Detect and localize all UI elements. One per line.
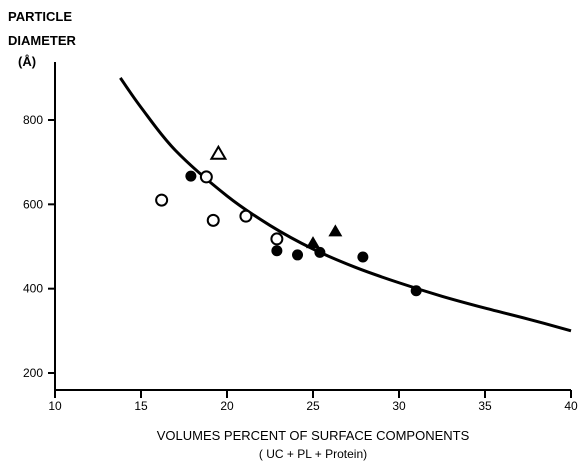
filled-triangle-point (328, 224, 343, 237)
filled-circle-point (271, 245, 283, 257)
filled-circle-point (410, 285, 422, 297)
y-axis-title-line-2: DIAMETER (8, 33, 77, 48)
x-tick-label: 30 (392, 399, 406, 413)
x-tick-label: 15 (134, 399, 148, 413)
open-triangle-point (209, 144, 228, 160)
open-circle-point (206, 213, 220, 227)
x-tick-label: 10 (48, 399, 62, 413)
x-axis-subtitle: ( UC + PL + Protein) (259, 447, 367, 461)
y-axis-title-line-1: PARTICLE (8, 9, 72, 24)
y-tick-label: 400 (23, 282, 43, 296)
x-axis-ticks: 10 15 20 25 30 35 40 (48, 390, 578, 413)
y-axis-ticks: 200 400 600 800 (23, 113, 55, 380)
x-tick-label: 40 (564, 399, 578, 413)
data-markers (155, 144, 422, 297)
fit-curve (119, 76, 572, 333)
y-tick-label: 600 (23, 197, 43, 211)
open-circle-point (270, 232, 284, 246)
x-tick-label: 25 (306, 399, 320, 413)
y-tick-label: 200 (23, 366, 43, 380)
y-axis-title-line-3: (Å) (18, 54, 36, 69)
x-tick-label: 35 (478, 399, 492, 413)
open-circle-point (239, 209, 253, 223)
open-circle-point (199, 170, 213, 184)
filled-circle-point (185, 170, 197, 182)
filled-triangle-point (306, 236, 320, 249)
y-tick-label: 800 (23, 113, 43, 127)
x-tick-label: 20 (220, 399, 234, 413)
filled-circle-point (292, 249, 304, 261)
open-circle-point (155, 193, 169, 207)
filled-circle-point (314, 246, 326, 258)
x-axis-title: VOLUMES PERCENT OF SURFACE COMPONENTS (157, 428, 470, 443)
filled-circle-point (357, 251, 369, 263)
